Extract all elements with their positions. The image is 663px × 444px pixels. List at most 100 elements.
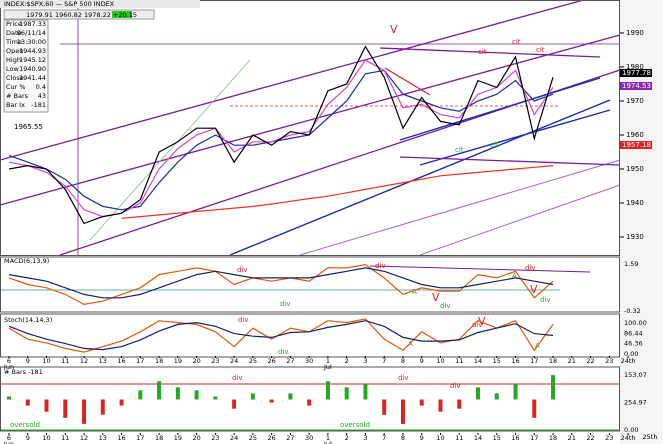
x-tick-label: 6 [7,357,11,365]
info-value: 43 [38,92,46,100]
hist-bar [100,399,105,415]
annotation: div [398,374,409,382]
hist-bar [175,387,180,400]
x-tick-label: 16 [511,434,519,442]
hist-bar [382,399,387,415]
x-tick-label: 24 [230,357,238,365]
x-tick-label: 11 [455,357,463,365]
info-label: Bar Ix [6,101,25,109]
hist-bar [250,393,255,400]
x-tick-label: 23 [211,434,219,442]
hist-bar [7,396,11,400]
info-value: 13:30:00 [17,38,46,46]
series-line [8,320,554,351]
info-label: Cur % [6,83,26,91]
info-value: 1941.44 [19,74,46,82]
right-label: 1.59 [624,260,638,268]
x-tick-label: 7 [382,434,386,442]
x-tick-label: 10 [436,357,444,365]
month-label: Jul [323,363,332,371]
y-tick-label: 1980 [626,63,644,71]
x-tick-label: 11 [61,434,69,442]
x-tick-label: 18 [155,434,163,442]
x-tick-label: 7 [382,357,386,365]
x-tick-label: 9 [420,434,424,442]
series-line [8,263,554,306]
x-tick-label: 15 [493,357,501,365]
annotation: oversold [10,421,40,429]
panel-title: # Bars -181 [4,368,43,376]
annotation: V [432,291,440,304]
hist-bar [325,381,330,400]
annotation: div [472,321,483,329]
hist-bar [551,375,556,400]
x-tick-label: 24th [621,357,636,365]
info-label: Open [6,47,23,55]
x-tick-label: 23 [211,357,219,365]
x-tick-label: 17 [136,434,144,442]
header-bar: INDEX:$SPX,60 — S&P 500 INDEX [0,0,200,8]
right-label: 100.00 [624,319,647,327]
month-label: Jul [323,440,332,444]
right-label: 46.36 [624,340,643,348]
right-label: 0.00 [624,426,638,434]
x-tick-label: 16 [511,357,519,365]
series-line [8,45,554,225]
hist-bar [194,390,199,400]
x-tick-label: 21 [568,357,576,365]
x-tick-label: 30 [305,357,313,365]
x-tick-label: 2 [345,434,349,442]
x-tick-label: 2 [345,357,349,365]
annotation: cit [490,141,499,149]
x-tick-label: 22 [586,357,594,365]
y-tick-label: 1950 [626,165,644,173]
hist-bar [307,399,312,406]
y-tick-label: 1970 [626,97,644,105]
panel-title: MACD(6,13,9) [4,257,49,265]
hist-bar [400,399,405,424]
x-tick-label: 18 [155,357,163,365]
info-label: High [6,56,21,64]
panel-borders [0,0,620,432]
annotation: div [450,382,461,390]
price-flag-label: 1957.18 [622,141,651,149]
right-label: 254.97 [624,399,647,407]
x-tick-label: 25th [643,433,658,441]
x-tick-label: 15 [493,434,501,442]
chart-title: INDEX:$SPX,60 — S&P 500 INDEX [4,0,115,8]
hist-bar [438,399,443,412]
annotation: cit [478,48,487,56]
x-tick-label: 24 [230,434,238,442]
hist-bar [288,393,293,400]
annotation: V [478,315,486,328]
info-label: Price [6,20,22,28]
x-tick-label: 20 [192,434,200,442]
hist-bar [157,381,162,400]
x-tick-label: 11 [61,357,69,365]
x-tick-label: 9 [26,434,30,442]
annotation: cit [512,38,521,46]
quote: 1979.91 [26,11,53,19]
info-value: 06/11/14 [17,29,46,37]
x-tick-label: 22 [586,434,594,442]
annotation: cit [455,146,464,154]
x-tick-label: 18 [549,357,557,365]
annotation: div [375,262,386,270]
hist-bar [513,384,518,400]
x-tick-label: 10 [42,357,50,365]
annotation: div [232,374,243,382]
price-flag [620,82,652,90]
annotation: V [530,283,538,296]
x-tick-label: 12 [80,434,88,442]
series-line [8,267,554,299]
info-label: Date [6,29,22,37]
x-tick-label: 27 [286,357,294,365]
hist-bar [119,399,124,406]
x-tick-label: 19 [174,434,182,442]
x-tick-label: 17 [530,434,538,442]
annotation: div [525,264,536,272]
annotation: div [440,302,451,310]
hist-bar [457,399,462,409]
